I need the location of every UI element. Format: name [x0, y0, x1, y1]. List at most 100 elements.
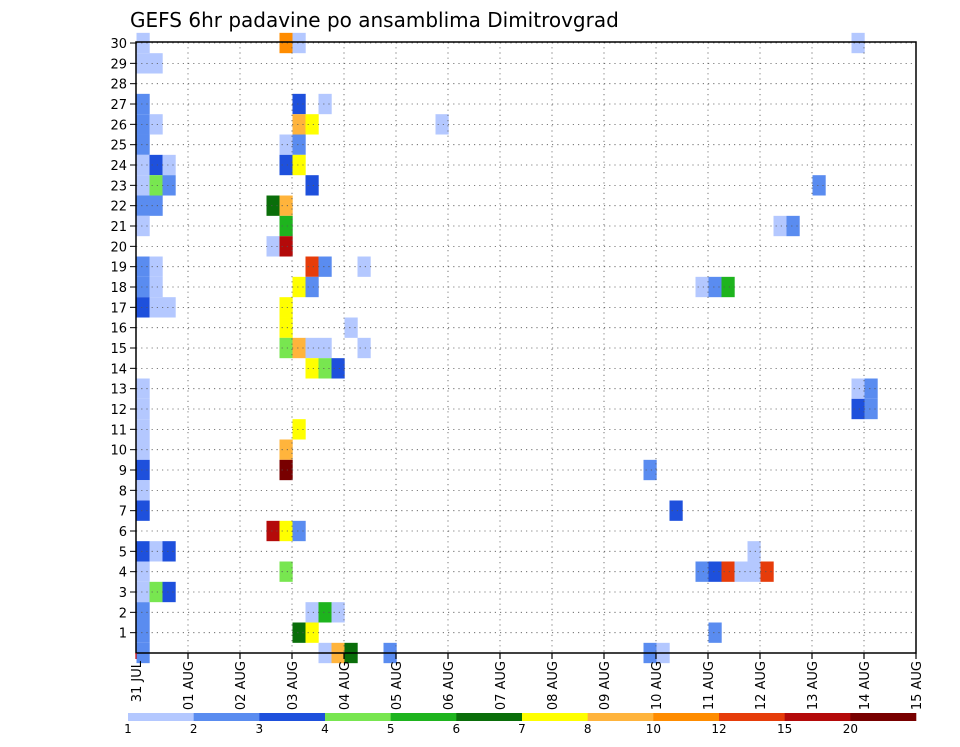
heatmap-cell	[344, 317, 358, 338]
x-tick-label: 05 AUG	[390, 661, 405, 710]
y-tick-label: 27	[110, 98, 127, 113]
heatmap-cell	[292, 154, 306, 176]
heatmap-cell	[721, 561, 735, 582]
heatmap-cell	[149, 541, 163, 562]
y-tick-label: 8	[119, 484, 127, 499]
legend-label: 7	[518, 722, 526, 736]
legend-label: 15	[777, 722, 792, 736]
heatmap-cell	[708, 622, 722, 643]
x-tick-label: 01 AUG	[182, 661, 197, 710]
heatmap-cell	[851, 398, 865, 420]
heatmap-cell	[331, 358, 345, 379]
y-tick-label: 7	[119, 505, 127, 520]
heatmap-cell	[812, 175, 826, 196]
legend-swatch	[390, 713, 457, 721]
heatmap-cell	[305, 256, 319, 277]
y-tick-label: 30	[110, 37, 127, 52]
heatmap-cell	[136, 114, 150, 135]
heatmap-cell	[279, 317, 293, 338]
heatmap-cell	[136, 419, 150, 440]
heatmap-cell	[136, 500, 150, 521]
legend-label: 5	[387, 722, 395, 736]
heatmap-cell	[279, 561, 293, 582]
y-tick-label: 17	[110, 301, 127, 316]
heatmap-cell	[773, 215, 787, 237]
y-tick-label: 3	[119, 586, 127, 601]
heatmap-cell	[292, 276, 306, 298]
legend-swatch	[587, 713, 654, 721]
legend-swatch	[719, 713, 785, 721]
heatmap-cell	[292, 520, 306, 542]
y-tick-label: 28	[110, 78, 127, 93]
heatmap-cell	[318, 602, 332, 623]
heatmap-cell	[435, 114, 449, 135]
heatmap-cell	[292, 419, 306, 440]
heatmap-cell	[292, 114, 306, 135]
heatmap-cell	[708, 561, 722, 582]
heatmap-cell	[162, 297, 176, 318]
heatmap-cell	[279, 195, 293, 216]
grid-lines	[136, 42, 916, 653]
x-tick-label: 07 AUG	[494, 661, 509, 710]
heatmap-cell	[292, 337, 306, 359]
y-tick-label: 13	[110, 383, 127, 398]
y-tick-label: 26	[110, 118, 127, 133]
x-tick-label: 15 AUG	[910, 661, 925, 710]
y-tick-label: 6	[119, 525, 127, 540]
heatmap-cell	[747, 561, 761, 582]
heatmap-cell	[136, 439, 150, 460]
y-tick-label: 19	[110, 261, 127, 276]
heatmap-cell	[162, 581, 176, 603]
heatmap-cell	[162, 541, 176, 562]
heatmap-cell	[331, 602, 345, 623]
heatmap-cell	[136, 541, 150, 562]
y-tick-label: 9	[119, 464, 127, 479]
x-tick-label: 03 AUG	[286, 661, 301, 710]
heatmap-cell	[136, 215, 150, 237]
y-tick-label: 4	[119, 566, 127, 581]
heatmap-cell	[279, 236, 293, 257]
legend-swatch	[850, 713, 917, 721]
heatmap-cell	[136, 378, 150, 399]
legend-label: 20	[843, 722, 858, 736]
heatmap-cell	[266, 520, 280, 542]
legend-label: 8	[584, 722, 592, 736]
legend-swatch	[456, 713, 523, 721]
color-legend: 1 2 3 4 5 6 7 8 10 12 15 20	[124, 713, 917, 736]
heatmap-cell	[136, 561, 150, 582]
heatmap-cell	[149, 297, 163, 318]
heatmap-cell	[357, 337, 371, 359]
legend-swatch	[653, 713, 720, 721]
x-tick-label: 31 JUL	[130, 660, 145, 702]
heatmap-cell	[266, 236, 280, 257]
heatmap-cell	[136, 459, 150, 481]
x-tick-label: 06 AUG	[442, 661, 457, 710]
heatmap-cell	[149, 276, 163, 298]
heatmap-cell	[864, 378, 878, 399]
y-tick-label: 20	[110, 240, 127, 255]
heatmap-cell	[747, 541, 761, 562]
heatmap-cells	[136, 32, 878, 664]
heatmap-cell	[864, 398, 878, 420]
y-tick-label: 25	[110, 139, 127, 154]
heatmap-cell	[292, 93, 306, 115]
y-tick-label: 12	[110, 403, 127, 418]
x-tick-label: 09 AUG	[598, 661, 613, 710]
legend-swatch	[259, 713, 326, 721]
x-tick-label: 13 AUG	[806, 661, 821, 710]
heatmap-cell	[760, 561, 774, 582]
y-tick-label: 14	[110, 362, 127, 377]
heatmap-cell	[279, 154, 293, 176]
heatmap-cell	[851, 378, 865, 399]
heatmap-cell	[136, 195, 150, 216]
heatmap-cell	[786, 215, 800, 237]
heatmap-cell	[136, 256, 150, 277]
heatmap-cell	[292, 622, 306, 643]
heatmap-cell	[149, 154, 163, 176]
legend-swatch	[325, 713, 391, 721]
heatmap-cell	[318, 256, 332, 277]
x-axis-ticks: 31 JUL 01 AUG 02 AUG 03 AUG 04 AUG 05 AUG 06 A…	[130, 653, 925, 710]
heatmap-cell	[292, 134, 306, 155]
legend-label: 10	[646, 722, 661, 736]
